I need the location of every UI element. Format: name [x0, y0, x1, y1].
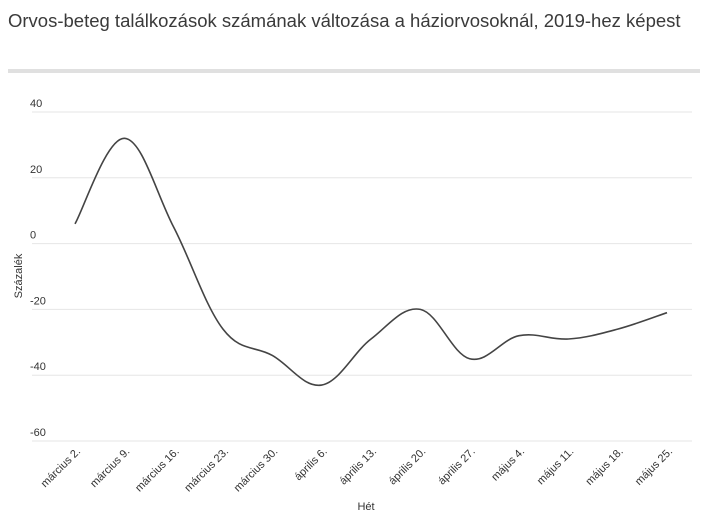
chart-title: Orvos-beteg találkozások számának változ…: [8, 10, 681, 31]
y-tick-label: -60: [30, 427, 46, 439]
x-tick-label: április 27.: [436, 446, 478, 488]
y-axis-label: Százalék: [13, 253, 25, 298]
series-line: [74, 137, 668, 386]
x-tick-label: március 2.: [39, 446, 83, 490]
x-tick-label: május 4.: [489, 446, 527, 484]
x-tick-label: április 20.: [387, 446, 429, 488]
x-tick-label: május 18.: [584, 446, 626, 488]
x-tick-label: március 23.: [182, 446, 231, 495]
x-axis-label: Hét: [357, 501, 374, 513]
y-tick-label: -20: [30, 295, 46, 307]
x-tick-label: március 30.: [232, 446, 281, 495]
y-tick-label: 20: [30, 164, 42, 176]
y-tick-label: -40: [30, 361, 46, 373]
x-tick-label: április 13.: [337, 446, 379, 488]
x-tick-label: április 6.: [292, 446, 329, 483]
x-tick-label: március 9.: [88, 446, 132, 490]
y-tick-label: 0: [30, 230, 36, 242]
x-axis-ticks: március 2. március 9. március 16. március 2…: [39, 446, 675, 495]
x-tick-label: május 25.: [633, 446, 675, 488]
y-axis-ticks: 40 20 0 -20 -40 -60: [30, 98, 46, 439]
title-divider: [8, 69, 700, 73]
x-tick-label: május 11.: [535, 446, 577, 488]
x-tick-label: március 16.: [133, 446, 182, 495]
gridlines: [32, 111, 692, 442]
y-tick-label: 40: [30, 98, 42, 110]
